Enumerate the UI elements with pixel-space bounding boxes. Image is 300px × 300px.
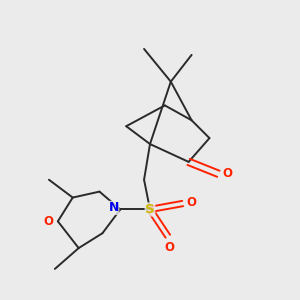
Text: O: O xyxy=(44,215,53,228)
Text: O: O xyxy=(164,241,174,254)
Text: O: O xyxy=(186,196,196,208)
Text: S: S xyxy=(145,203,155,216)
Text: O: O xyxy=(222,167,232,180)
Text: N: N xyxy=(108,202,119,214)
